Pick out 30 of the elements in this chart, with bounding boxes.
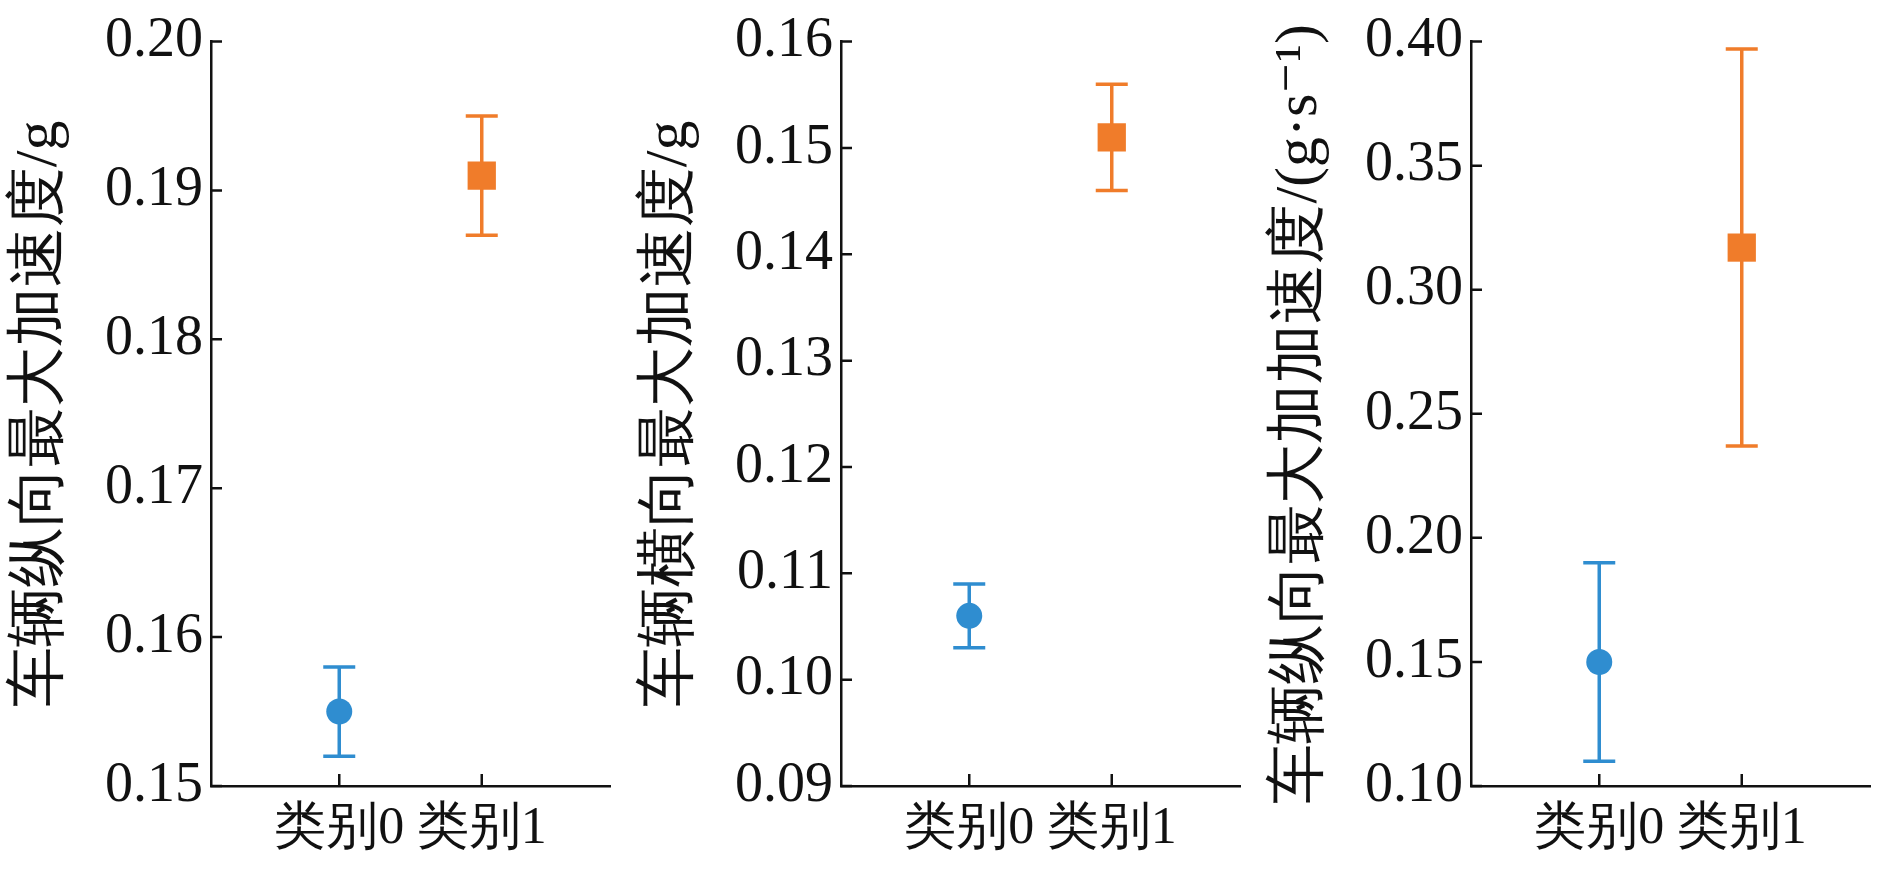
y-tick-label: 0.15 — [105, 750, 203, 813]
y-axis-title: 车辆横向最大加速度/g — [632, 120, 699, 708]
y-tick-label: 0.25 — [1365, 378, 1463, 441]
y-tick-label: 0.10 — [1365, 750, 1463, 813]
y-tick-label: 0.20 — [1365, 502, 1463, 565]
y-tick-label: 0.16 — [735, 6, 833, 69]
y-tick-label: 0.12 — [735, 431, 833, 494]
y-tick-label: 0.14 — [735, 218, 833, 281]
y-tick-label: 0.09 — [735, 750, 833, 813]
y-tick-label: 0.19 — [105, 155, 203, 218]
y-tick-label: 0.10 — [735, 644, 833, 707]
y-tick-label: 0.20 — [105, 6, 203, 69]
y-tick-label: 0.18 — [105, 304, 203, 367]
x-tick-label: 类别0 — [1534, 796, 1665, 854]
x-tick-label: 类别0 — [274, 796, 405, 854]
y-tick-label: 0.13 — [735, 325, 833, 388]
y-tick-label: 0.15 — [735, 112, 833, 175]
x-tick-label: 类别1 — [416, 796, 547, 854]
y-tick-label: 0.11 — [737, 538, 833, 601]
y-tick-label: 0.15 — [1365, 626, 1463, 689]
y-axis-title: 车辆纵向最大加加速度/(g·s⁻¹) — [1262, 23, 1329, 804]
x-tick-label: 类别0 — [904, 796, 1035, 854]
y-tick-label: 0.17 — [105, 452, 203, 515]
x-tick-label: 类别1 — [1046, 796, 1177, 854]
y-tick-label: 0.40 — [1365, 6, 1463, 69]
y-axis-title: 车辆纵向最大加速度/g — [2, 120, 69, 708]
y-tick-label: 0.30 — [1365, 254, 1463, 317]
x-tick-label: 类别1 — [1676, 796, 1807, 854]
y-tick-label: 0.16 — [105, 601, 203, 664]
y-tick-label: 0.35 — [1365, 130, 1463, 193]
